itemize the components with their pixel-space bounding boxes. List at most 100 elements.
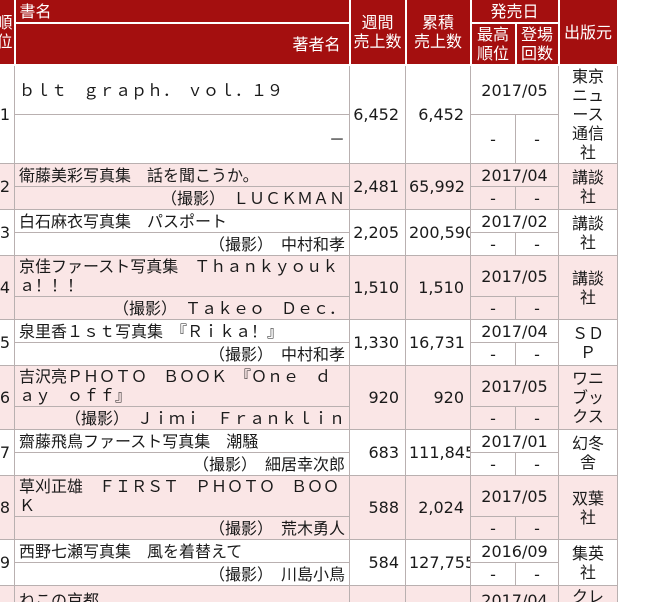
appearance-count-cell: - <box>514 114 560 164</box>
weekly-sales-cell: 2,481 <box>349 163 406 210</box>
header-author: 著者名 <box>13 22 351 66</box>
rank-cell: 6 <box>0 365 15 430</box>
table-row-author-line: － - - <box>0 114 618 164</box>
cumulative-sales-cell: 1,510 <box>405 255 471 320</box>
publisher-cell: 講談社 <box>558 255 619 320</box>
appearance-count-cell: - <box>514 406 560 430</box>
table-row-author-line: （撮影） 中村和孝 - - <box>0 232 618 256</box>
publisher-cell: 講談社 <box>558 163 619 210</box>
highest-rank-cell: - <box>470 562 516 586</box>
release-date-cell: 2017/01 <box>469 429 560 453</box>
release-date-cell: 2017/05 <box>469 255 560 297</box>
table-row-author-line: （撮影） 川島小鳥 - - <box>0 562 618 586</box>
author-cell: （撮影） 中村和孝 <box>14 342 350 366</box>
highest-rank-cell: - <box>470 452 516 476</box>
table-row-author-line: （撮影） Ｊｉｍｉ Ｆｒａｎｋｌｉｎ - - <box>0 406 618 430</box>
release-date-cell: 2017/05 <box>469 365 560 407</box>
ranking-table-body: 1 ｂｌｔ ｇｒａｐｈ． ｖｏｌ．１９ 6,452 6,452 2017/05 … <box>0 64 619 602</box>
release-date-cell: 2017/04 <box>469 319 560 343</box>
weekly-sales-cell: 920 <box>349 365 406 430</box>
table-row: 10 ねこの京都 546 2,463 2017/04 クレヴィス <box>0 585 619 602</box>
highest-rank-cell: - <box>470 342 516 366</box>
rank-cell: 9 <box>0 539 15 586</box>
author-cell: （撮影） 細居幸次郎 <box>14 452 350 476</box>
appearance-count-cell: - <box>514 342 560 366</box>
table-row-author-line: （撮影） 中村和孝 - - <box>0 342 618 366</box>
release-date-cell: 2017/05 <box>469 64 560 116</box>
header-weekly-sales: 週間 売上数 <box>348 0 407 66</box>
title-cell: 西野七瀬写真集 風を着替えて <box>14 539 350 563</box>
header-cumulative-sales: 累積 売上数 <box>404 0 472 66</box>
rank-cell: 5 <box>0 319 15 366</box>
cumulative-sales-cell: 2,463 <box>405 585 471 602</box>
header-book-title: 書名 <box>13 0 351 24</box>
weekly-sales-cell: 683 <box>349 429 406 476</box>
header-publisher: 出版元 <box>557 0 619 66</box>
title-cell: 白石麻衣写真集 パスポート <box>14 209 350 233</box>
table-row: 8 草刈正雄 ＦＩＲＳＴ ＰＨＯＴＯ ＢＯＯＫ 588 2,024 2017/0… <box>0 475 619 540</box>
publisher-cell: クレヴィス <box>558 585 619 602</box>
publisher-cell: ワニブックス <box>558 365 619 430</box>
weekly-sales-cell: 1,330 <box>349 319 406 366</box>
ranking-table: 順 位 書名 週間 売上数 累積 売上数 発売日 出版元 著者名 最高 順位 登… <box>0 0 619 602</box>
highest-rank-cell: - <box>470 232 516 256</box>
ranking-table-wrap: 順 位 書名 週間 売上数 累積 売上数 発売日 出版元 著者名 最高 順位 登… <box>0 0 619 602</box>
author-cell: （撮影） 荒木勇人 <box>14 516 350 540</box>
publisher-cell: 東京ニュース通信社 <box>558 64 619 164</box>
author-cell: （撮影） 中村和孝 <box>14 232 350 256</box>
rank-cell: 10 <box>0 585 15 602</box>
rank-cell: 4 <box>0 255 15 320</box>
publisher-cell: 集英社 <box>558 539 619 586</box>
title-cell: ねこの京都 <box>14 585 350 602</box>
cumulative-sales-cell: 111,845 <box>405 429 471 476</box>
header-release-date: 発売日 <box>469 0 560 24</box>
rank-cell: 8 <box>0 475 15 540</box>
table-row-author-line: （撮影） ＬＵＣＫＭＡＮ - - <box>0 186 618 210</box>
author-cell: （撮影） Ｊｉｍｉ Ｆｒａｎｋｌｉｎ <box>14 406 350 430</box>
publisher-cell: ＳＤＰ <box>558 319 619 366</box>
table-row-author-line: （撮影） Ｔａｋｅｏ Ｄｅｃ． - - <box>0 296 618 320</box>
table-row: 7 齋藤飛鳥ファースト写真集 潮騒 683 111,845 2017/01 幻冬… <box>0 429 619 476</box>
table-row: 5 泉里香１ｓｔ写真集 『Ｒｉｋａ！』 1,330 16,731 2017/04… <box>0 319 619 366</box>
title-cell: ｂｌｔ ｇｒａｐｈ． ｖｏｌ．１９ <box>14 64 350 116</box>
weekly-sales-cell: 584 <box>349 539 406 586</box>
rank-cell: 7 <box>0 429 15 476</box>
title-cell: 草刈正雄 ＦＩＲＳＴ ＰＨＯＴＯ ＢＯＯＫ <box>14 475 350 517</box>
publisher-cell: 双葉社 <box>558 475 619 540</box>
author-cell: （撮影） ＬＵＣＫＭＡＮ <box>14 186 350 210</box>
cumulative-sales-cell: 920 <box>405 365 471 430</box>
highest-rank-cell: - <box>470 516 516 540</box>
header-highest-rank: 最高 順位 <box>469 22 517 66</box>
appearance-count-cell: - <box>514 452 560 476</box>
publisher-cell: 幻冬舎 <box>558 429 619 476</box>
release-date-cell: 2016/09 <box>469 539 560 563</box>
release-date-cell: 2017/04 <box>469 585 560 602</box>
appearance-count-cell: - <box>514 562 560 586</box>
cumulative-sales-cell: 65,992 <box>405 163 471 210</box>
title-cell: 齋藤飛鳥ファースト写真集 潮騒 <box>14 429 350 453</box>
weekly-sales-cell: 588 <box>349 475 406 540</box>
table-row: 4 京佳ファースト写真集 Ｔｈａｎｋｙｏｕｋａ！！！ 1,510 1,510 2… <box>0 255 619 320</box>
release-date-cell: 2017/05 <box>469 475 560 517</box>
title-cell: 泉里香１ｓｔ写真集 『Ｒｉｋａ！』 <box>14 319 350 343</box>
highest-rank-cell: - <box>470 406 516 430</box>
author-cell: （撮影） Ｔａｋｅｏ Ｄｅｃ． <box>14 296 350 320</box>
header-appearance-count: 登場 回数 <box>514 22 560 66</box>
cumulative-sales-cell: 200,590 <box>405 209 471 256</box>
appearance-count-cell: - <box>514 516 560 540</box>
highest-rank-cell: - <box>470 114 516 164</box>
release-date-cell: 2017/02 <box>469 209 560 233</box>
table-row: 2 衛藤美彩写真集 話を聞こうか。 2,481 65,992 2017/04 講… <box>0 163 619 210</box>
cumulative-sales-cell: 16,731 <box>405 319 471 366</box>
author-cell: － <box>14 114 350 164</box>
publisher-cell: 講談社 <box>558 209 619 256</box>
table-row: 9 西野七瀬写真集 風を着替えて 584 127,755 2016/09 集英社 <box>0 539 619 586</box>
highest-rank-cell: - <box>470 186 516 210</box>
rank-cell: 1 <box>0 64 15 164</box>
table-row-author-line: （撮影） 細居幸次郎 - - <box>0 452 618 476</box>
ranking-table-header: 順 位 書名 週間 売上数 累積 売上数 発売日 出版元 著者名 最高 順位 登… <box>0 0 619 66</box>
weekly-sales-cell: 1,510 <box>349 255 406 320</box>
table-row: 6 吉沢亮ＰＨＯＴＯ ＢＯＯＫ 『Ｏｎｅ ｄａｙ ｏｆｆ』 920 920 20… <box>0 365 619 430</box>
title-cell: 衛藤美彩写真集 話を聞こうか。 <box>14 163 350 187</box>
rank-cell: 2 <box>0 163 15 210</box>
